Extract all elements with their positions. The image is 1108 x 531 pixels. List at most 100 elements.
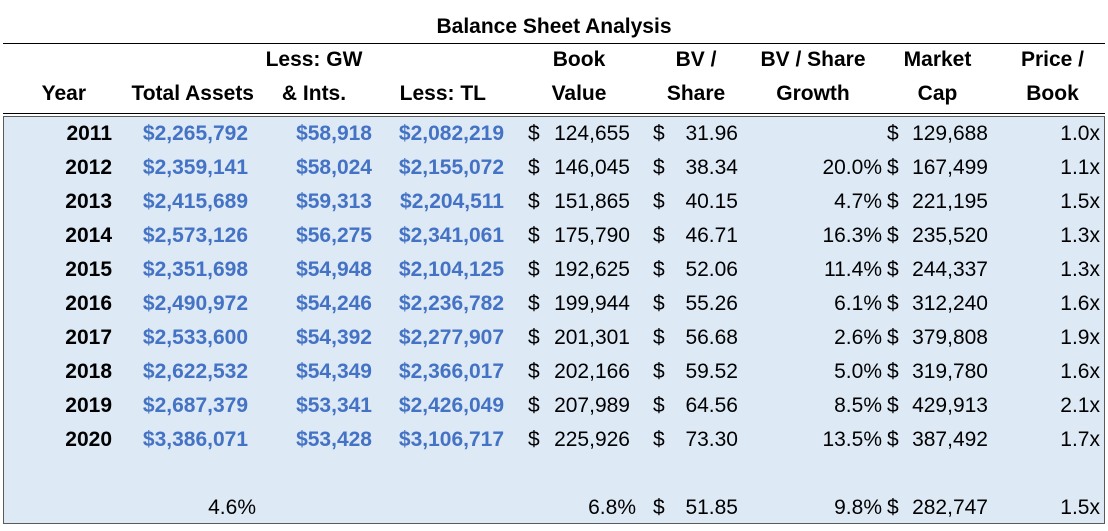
bv-per-share-currency: $: [653, 360, 665, 383]
book-value-cell: 199,944: [554, 292, 630, 315]
book-value-currency: $: [528, 122, 540, 145]
market-cap-cell: 221,195: [912, 190, 988, 213]
goodwill-cell: $54,948: [296, 258, 372, 281]
market-cap-currency: $: [887, 122, 899, 145]
price-to-book-cell: 2.1x: [1060, 394, 1100, 417]
bv-growth-cell: 13.5%: [822, 428, 882, 451]
header-tl-line2: Less: TL: [399, 82, 486, 105]
header-gw-line1: Less: GW: [265, 48, 363, 71]
bv-per-share-currency: $: [653, 326, 665, 349]
bv-per-share-cell: 52.06: [685, 258, 738, 281]
bv-growth-cell: [760, 117, 882, 151]
header-pb-line1: Price /: [1020, 48, 1085, 71]
summary-bv-per-share: 51.85: [685, 496, 738, 519]
total-assets-cell: $2,573,126: [142, 224, 248, 247]
market-cap-cell: 129,688: [912, 122, 988, 145]
book-value-currency: $: [528, 258, 540, 281]
total-liabilities-cell: $3,106,717: [398, 428, 504, 451]
market-cap-cell: 429,913: [912, 394, 988, 417]
total-assets-cell: $2,490,972: [142, 292, 248, 315]
bv-growth-cell: 2.6%: [834, 326, 882, 349]
market-cap-cell: 235,520: [912, 224, 988, 247]
bv-growth-cell: 11.4%: [824, 258, 882, 281]
header-bv-line1: Book: [552, 48, 606, 71]
market-cap-currency: $: [887, 326, 899, 349]
header-mcap-line2: Cap: [917, 82, 958, 105]
bv-growth-cell: 4.7%: [834, 190, 882, 213]
year-cell: 2014: [65, 224, 112, 247]
bv-per-share-cell: 31.96: [685, 122, 738, 145]
year-cell: 2019: [65, 394, 112, 417]
bv-growth-cell: 6.1%: [834, 292, 882, 315]
bv-per-share-currency: $: [653, 224, 665, 247]
market-cap-currency: $: [887, 292, 899, 315]
book-value-currency: $: [528, 190, 540, 213]
summary-market-cap: 282,747: [912, 496, 988, 519]
market-cap-cell: 312,240: [912, 292, 988, 315]
year-cell: 2012: [65, 156, 112, 179]
total-assets-cell: $2,359,141: [142, 156, 248, 179]
book-value-cell: 146,045: [554, 156, 630, 179]
total-liabilities-cell: $2,341,061: [398, 224, 504, 247]
market-cap-cell: 379,808: [912, 326, 988, 349]
header-pb-line2: Book: [1026, 82, 1079, 105]
header-rule: [3, 113, 1105, 114]
total-assets-cell: $2,415,689: [142, 190, 248, 213]
header-bvps-line2: Share: [666, 82, 726, 105]
bv-growth-cell: 5.0%: [834, 360, 882, 383]
bv-per-share-cell: 59.52: [685, 360, 738, 383]
book-value-cell: 124,655: [554, 122, 630, 145]
book-value-currency: $: [528, 360, 540, 383]
book-value-cell: 225,926: [554, 428, 630, 451]
bv-per-share-cell: 56.68: [685, 326, 738, 349]
header-tl-line1: [380, 43, 486, 77]
book-value-currency: $: [528, 156, 540, 179]
market-cap-currency: $: [887, 258, 899, 281]
bv-per-share-currency: $: [653, 122, 665, 145]
price-to-book-cell: 1.3x: [1060, 258, 1100, 281]
market-cap-cell: 319,780: [912, 360, 988, 383]
summary-market-cap-currency: $: [887, 496, 899, 519]
book-value-cell: 207,989: [554, 394, 630, 417]
bv-per-share-currency: $: [653, 190, 665, 213]
bv-per-share-cell: 73.30: [685, 428, 738, 451]
market-cap-currency: $: [887, 428, 899, 451]
total-liabilities-cell: $2,155,072: [398, 156, 504, 179]
total-liabilities-cell: $2,277,907: [398, 326, 504, 349]
goodwill-cell: $54,246: [296, 292, 372, 315]
price-to-book-cell: 1.7x: [1060, 428, 1100, 451]
book-value-currency: $: [528, 292, 540, 315]
book-value-cell: 192,625: [554, 258, 630, 281]
market-cap-cell: 167,499: [912, 156, 988, 179]
bv-growth-cell: 16.3%: [822, 224, 882, 247]
summary-total-assets-growth: 4.6%: [208, 496, 256, 519]
market-cap-currency: $: [887, 394, 899, 417]
total-assets-cell: $2,351,698: [142, 258, 248, 281]
book-value-currency: $: [528, 224, 540, 247]
header-total_assets-line1: [118, 43, 254, 77]
book-value-currency: $: [528, 394, 540, 417]
market-cap-currency: $: [887, 156, 899, 179]
header-total_assets-line2: Total Assets: [131, 82, 254, 105]
market-cap-currency: $: [887, 360, 899, 383]
bv-per-share-cell: 55.26: [685, 292, 738, 315]
header-year-line2: Year: [41, 82, 86, 105]
sheet-title: Balance Sheet Analysis: [436, 15, 672, 38]
bv-per-share-currency: $: [653, 292, 665, 315]
header-growth-line2: Growth: [776, 82, 850, 105]
bv-per-share-currency: $: [653, 394, 665, 417]
book-value-cell: 175,790: [554, 224, 630, 247]
market-cap-currency: $: [887, 190, 899, 213]
goodwill-cell: $56,275: [296, 224, 372, 247]
year-cell: 2013: [65, 190, 112, 213]
market-cap-cell: 244,337: [912, 258, 988, 281]
book-value-cell: 202,166: [554, 360, 630, 383]
goodwill-cell: $53,428: [296, 428, 372, 451]
total-assets-cell: $2,533,600: [142, 326, 248, 349]
goodwill-cell: $53,341: [296, 394, 372, 417]
summary-book-value-growth: 6.8%: [588, 496, 636, 519]
price-to-book-cell: 1.5x: [1060, 190, 1100, 213]
header-bvps-line1: BV /: [675, 48, 717, 71]
goodwill-cell: $58,918: [296, 122, 372, 145]
data-area: [3, 116, 1105, 524]
